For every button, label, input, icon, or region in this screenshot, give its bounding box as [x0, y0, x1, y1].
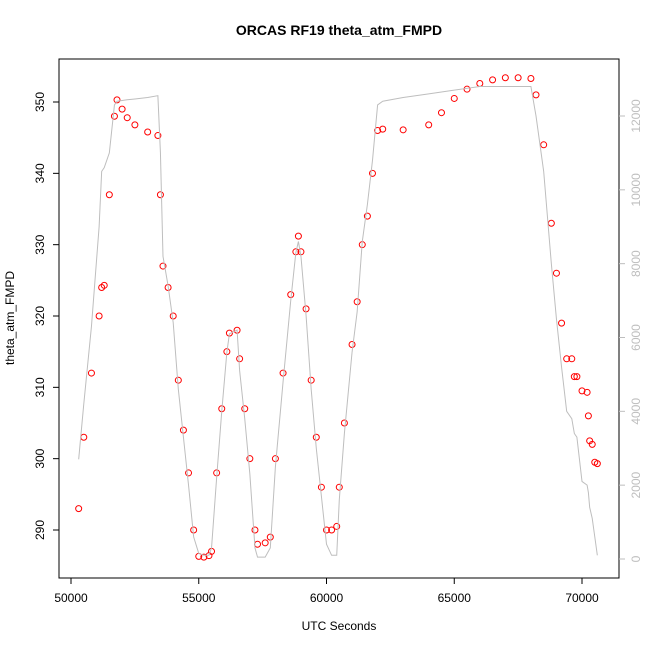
- x-axis-label: UTC Seconds: [302, 619, 377, 633]
- point: [563, 355, 571, 363]
- point: [437, 109, 445, 117]
- point: [144, 128, 152, 136]
- y2-tick-label: 6000: [629, 324, 643, 351]
- point: [174, 376, 182, 384]
- point: [463, 85, 471, 93]
- y-tick-label: 350: [33, 92, 47, 112]
- point: [573, 373, 581, 381]
- point: [584, 412, 592, 420]
- point: [514, 74, 522, 82]
- point: [312, 433, 320, 441]
- point: [348, 341, 356, 349]
- point: [335, 483, 343, 491]
- point: [279, 369, 287, 377]
- point: [236, 355, 244, 363]
- point: [547, 219, 555, 227]
- point: [379, 125, 387, 133]
- x-tick-label: 70000: [565, 591, 599, 605]
- point: [333, 522, 341, 530]
- point: [80, 433, 88, 441]
- point: [179, 426, 187, 434]
- point: [246, 455, 254, 463]
- point: [241, 405, 249, 413]
- point: [501, 74, 509, 82]
- point: [425, 121, 433, 129]
- point: [251, 526, 259, 534]
- point: [95, 312, 103, 320]
- point: [368, 169, 376, 177]
- y-tick-label: 300: [33, 448, 47, 468]
- point: [118, 105, 126, 113]
- y-tick-label: 340: [33, 163, 47, 183]
- y-tick-label: 310: [33, 377, 47, 397]
- point: [558, 319, 566, 327]
- y2-tick-label: 12000: [629, 99, 643, 133]
- point: [317, 483, 325, 491]
- point: [476, 79, 484, 87]
- point: [105, 191, 113, 199]
- point: [353, 298, 361, 306]
- point: [340, 419, 348, 427]
- x-tick-label: 60000: [310, 591, 344, 605]
- y2-tick-label: 10000: [629, 173, 643, 207]
- point: [588, 440, 596, 448]
- point: [328, 526, 336, 534]
- point: [169, 312, 177, 320]
- point: [489, 76, 497, 84]
- point: [261, 539, 269, 547]
- point: [399, 126, 407, 134]
- y2-tick-label: 8000: [629, 250, 643, 277]
- point: [75, 505, 83, 513]
- point: [450, 94, 458, 102]
- point: [110, 112, 118, 120]
- point: [568, 355, 576, 363]
- point: [374, 127, 382, 135]
- point: [593, 460, 601, 468]
- point: [323, 526, 331, 534]
- point: [583, 388, 591, 396]
- point: [527, 74, 535, 82]
- point: [570, 373, 578, 381]
- point: [200, 553, 208, 561]
- point: [156, 191, 164, 199]
- chart-title: ORCAS RF19 theta_atm_FMPD: [236, 22, 442, 38]
- y2-tick-label: 2000: [629, 471, 643, 498]
- point: [100, 281, 108, 289]
- point: [578, 387, 586, 395]
- x-tick-label: 55000: [182, 591, 216, 605]
- x-tick-label: 50000: [54, 591, 88, 605]
- point: [113, 96, 121, 104]
- y2-tick-label: 0: [629, 555, 643, 562]
- point: [271, 455, 279, 463]
- point: [131, 121, 139, 129]
- point: [363, 212, 371, 220]
- point: [266, 533, 274, 541]
- y2-tick-label: 4000: [629, 398, 643, 425]
- point: [552, 269, 560, 277]
- point: [123, 114, 131, 122]
- point: [532, 91, 540, 99]
- x-tick-label: 65000: [438, 591, 472, 605]
- y-tick-label: 290: [33, 520, 47, 540]
- y-tick-label: 330: [33, 234, 47, 254]
- point: [540, 141, 548, 149]
- altitude-line: [78, 85, 598, 558]
- plot-frame: [58, 58, 620, 579]
- point: [294, 232, 302, 240]
- y-tick-label: 320: [33, 306, 47, 326]
- y-axis-label: theta_atm_FMPD: [3, 271, 17, 365]
- point: [154, 132, 162, 140]
- point: [159, 262, 167, 270]
- point: [254, 540, 262, 548]
- point: [185, 469, 193, 477]
- point: [87, 369, 95, 377]
